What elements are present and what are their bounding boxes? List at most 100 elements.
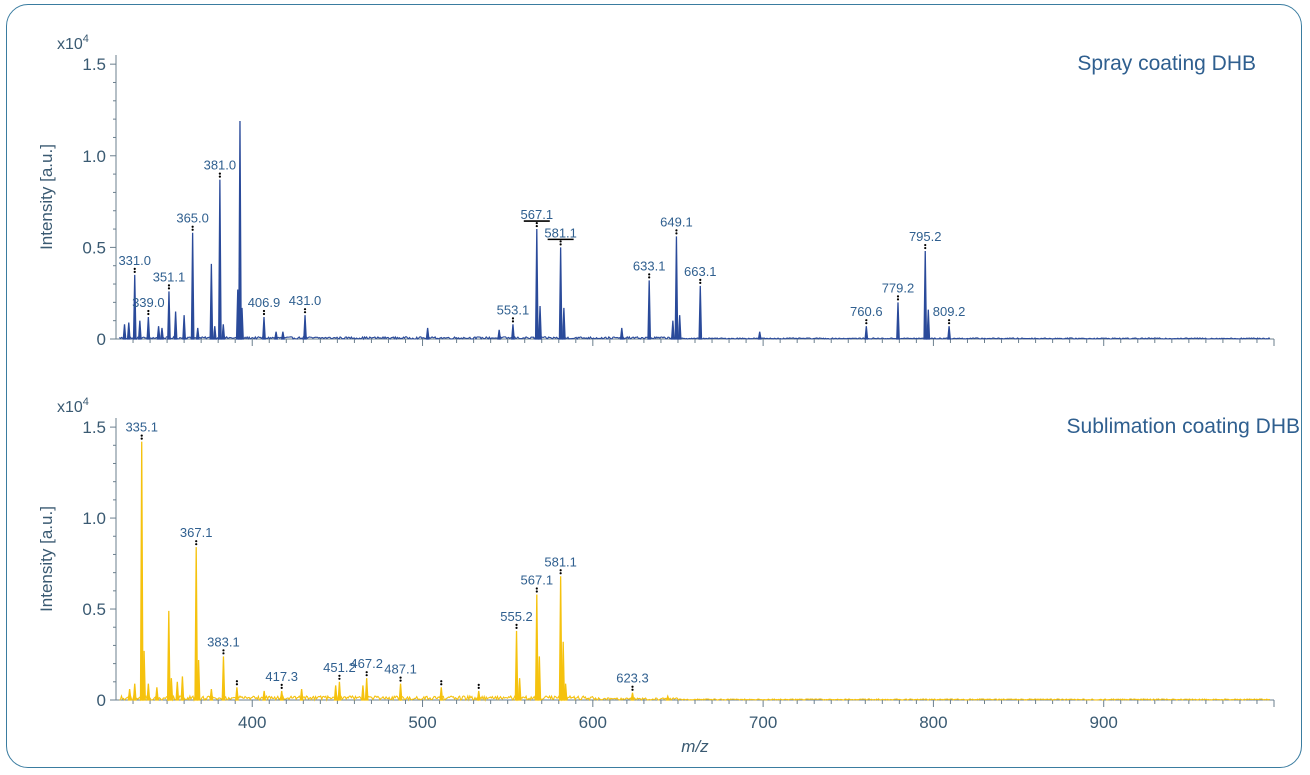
- peak-marker: [195, 540, 198, 543]
- spectrum-peak: [864, 326, 869, 340]
- spectrum-peak: [190, 232, 195, 340]
- peak-marker: [896, 298, 900, 301]
- spectrum-peak: [209, 689, 214, 701]
- spectrum-peak: [280, 331, 285, 340]
- spectrum-peak: [665, 694, 670, 701]
- peak-marker: [167, 284, 171, 287]
- peak-label: 633.1: [633, 258, 666, 273]
- spectrum-peak: [674, 236, 679, 340]
- peak-marker: [559, 572, 562, 575]
- peak-label: 795.2: [909, 229, 942, 244]
- spectrum-peak: [677, 315, 682, 340]
- peak-marker: [399, 676, 402, 679]
- peak-label: 581.1: [544, 554, 577, 569]
- spectrum-peak: [238, 120, 242, 340]
- peak-marker: [440, 680, 443, 683]
- spectrum-peak: [534, 594, 539, 701]
- peak-label: 760.6: [850, 304, 883, 319]
- spectrum-peak: [514, 630, 519, 701]
- spectrum-peak: [218, 179, 222, 340]
- peak-marker: [865, 322, 868, 325]
- spectrum-peak: [262, 316, 266, 340]
- spectrum-peak: [139, 441, 144, 701]
- spectrum-peak: [630, 692, 635, 701]
- spectrum-peak: [262, 690, 267, 701]
- y-tick-label: 1.0: [82, 509, 106, 528]
- peak-marker: [924, 243, 927, 247]
- peak-label: 451.2: [323, 660, 356, 675]
- spectrum-peak: [209, 263, 214, 340]
- y-tick-label: 0.5: [82, 238, 106, 257]
- peak-marker: [865, 319, 868, 322]
- peak-marker: [699, 281, 702, 284]
- peak-label: 383.1: [207, 634, 240, 649]
- spectrum-peak: [122, 324, 127, 340]
- spectrum-peak: [537, 656, 542, 701]
- spectrum-peak: [558, 576, 563, 701]
- peak-marker: [195, 543, 198, 546]
- y-tick-label: 0.5: [82, 600, 106, 619]
- y-tick-label: 1.5: [82, 418, 106, 437]
- peak-marker: [191, 228, 194, 231]
- spectrum-peak: [212, 326, 217, 340]
- spectrum-peak: [175, 681, 180, 701]
- peak-marker: [280, 683, 283, 687]
- peak-label: 431.0: [289, 293, 322, 308]
- peak-marker: [511, 317, 515, 320]
- spectrum-peak: [757, 331, 762, 340]
- peak-label: 553.1: [497, 302, 530, 317]
- figure-frame: [6, 4, 1302, 768]
- y-tick-label: 1.5: [82, 55, 106, 74]
- panel-title: Sublimation coating DHB: [1067, 415, 1300, 438]
- spectrum-peak: [234, 687, 239, 701]
- peak-marker: [511, 320, 515, 323]
- peak-marker: [222, 652, 225, 655]
- peak-marker: [535, 590, 538, 593]
- peak-label: 367.1: [180, 525, 213, 540]
- peak-marker: [303, 308, 307, 311]
- peak-marker: [631, 685, 634, 688]
- peak-marker: [675, 229, 678, 232]
- spectrum-baseline: [119, 694, 1270, 702]
- peak-label: 581.1: [544, 225, 577, 240]
- peak-marker: [440, 683, 443, 686]
- y-multiplier-label: x104: [57, 33, 89, 53]
- peak-label: 365.0: [176, 211, 209, 226]
- y-tick-label: 1.0: [82, 147, 106, 166]
- peak-marker: [167, 287, 171, 290]
- peak-marker: [218, 175, 221, 178]
- spectrum-peak: [926, 309, 931, 340]
- peak-label: 381.0: [204, 158, 237, 173]
- peak-marker: [303, 311, 307, 314]
- y-axis-title: Intensity [a.u.]: [37, 506, 56, 612]
- peak-marker: [222, 649, 225, 652]
- spectrum-peak: [497, 329, 502, 340]
- peak-label: 487.1: [384, 662, 417, 677]
- spectrum-peak: [196, 659, 201, 701]
- y-tick-label: 0: [97, 330, 106, 349]
- x-axis-title: m/z: [681, 737, 709, 756]
- peak-marker: [947, 319, 951, 322]
- spectrum-peak: [279, 690, 284, 701]
- spectrum-peak: [698, 285, 703, 340]
- peak-marker: [675, 232, 678, 235]
- y-axis-title: Intensity [a.u.]: [37, 144, 56, 250]
- peak-marker: [133, 267, 136, 270]
- spectrum-peak: [439, 687, 444, 701]
- peak-marker: [477, 683, 480, 687]
- spectrum-peak: [132, 683, 137, 701]
- x-tick-label: 700: [749, 713, 777, 732]
- peak-label: 351.1: [153, 269, 186, 284]
- spectrum-peak: [156, 326, 161, 340]
- peak-label: 331.0: [118, 253, 151, 268]
- peak-marker: [559, 569, 562, 572]
- peak-marker: [365, 671, 368, 674]
- spectrum-peak: [425, 327, 430, 340]
- spectrum-peak: [194, 547, 199, 701]
- spectrum-peak: [670, 320, 675, 340]
- peak-marker: [648, 276, 651, 279]
- spectrum-peak: [154, 687, 159, 701]
- spectrum-peak: [169, 678, 174, 701]
- peak-marker: [515, 623, 518, 626]
- x-tick-label: 800: [919, 713, 947, 732]
